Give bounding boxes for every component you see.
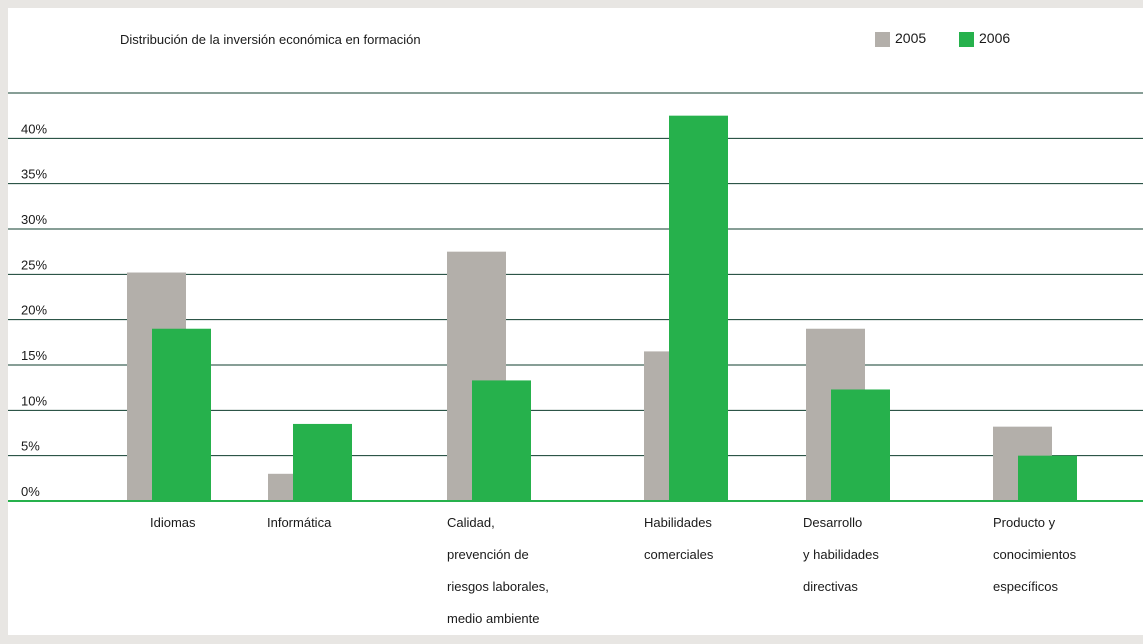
legend-label-2006: 2006: [979, 30, 1011, 46]
category-label-2-2: riesgos laborales,: [447, 579, 549, 594]
legend-swatch-2005: [875, 32, 890, 47]
category-label-2-1: prevención de: [447, 547, 529, 562]
bar-2006-2: [472, 380, 531, 501]
y-tick-label-30: 30%: [21, 212, 47, 227]
category-label-2-3: medio ambiente: [447, 611, 540, 626]
category-label-4-0: Desarrollo: [803, 515, 862, 530]
legend-swatch-2006: [959, 32, 974, 47]
category-label-5-2: específicos: [993, 579, 1059, 594]
category-label-5-1: conocimientos: [993, 547, 1077, 562]
bar-2006-5: [1018, 455, 1077, 501]
chart-title: Distribución de la inversión económica e…: [120, 32, 421, 47]
y-tick-label-20: 20%: [21, 303, 47, 318]
bar-2006-3: [669, 115, 728, 502]
category-label-1-0: Informática: [267, 515, 332, 530]
y-tick-label-5: 5%: [21, 439, 40, 454]
bar-2006-1: [293, 423, 352, 501]
bar-2006-0: [152, 328, 211, 501]
y-tick-label-25: 25%: [21, 257, 47, 272]
chart-panel: Distribución de la inversión económica e…: [8, 8, 1143, 635]
bar-2006-4: [831, 389, 890, 501]
y-tick-label-10: 10%: [21, 393, 47, 408]
category-label-0-0: Idiomas: [150, 515, 196, 530]
y-tick-label-0: 0%: [21, 484, 40, 499]
category-label-4-2: directivas: [803, 579, 858, 594]
category-label-3-1: comerciales: [644, 547, 714, 562]
category-label-4-1: y habilidades: [803, 547, 879, 562]
legend-label-2005: 2005: [895, 30, 927, 46]
category-label-3-0: Habilidades: [644, 515, 712, 530]
y-tick-label-15: 15%: [21, 348, 47, 363]
y-tick-label-40: 40%: [21, 121, 47, 136]
category-label-2-0: Calidad,: [447, 515, 495, 530]
category-label-5-0: Producto y: [993, 515, 1056, 530]
bar-chart-plot: 0% 5% 10% 15% 20% 25% 30% 35% 40% Idiomas Informát…: [8, 92, 1143, 626]
y-tick-label-35: 35%: [21, 167, 47, 182]
